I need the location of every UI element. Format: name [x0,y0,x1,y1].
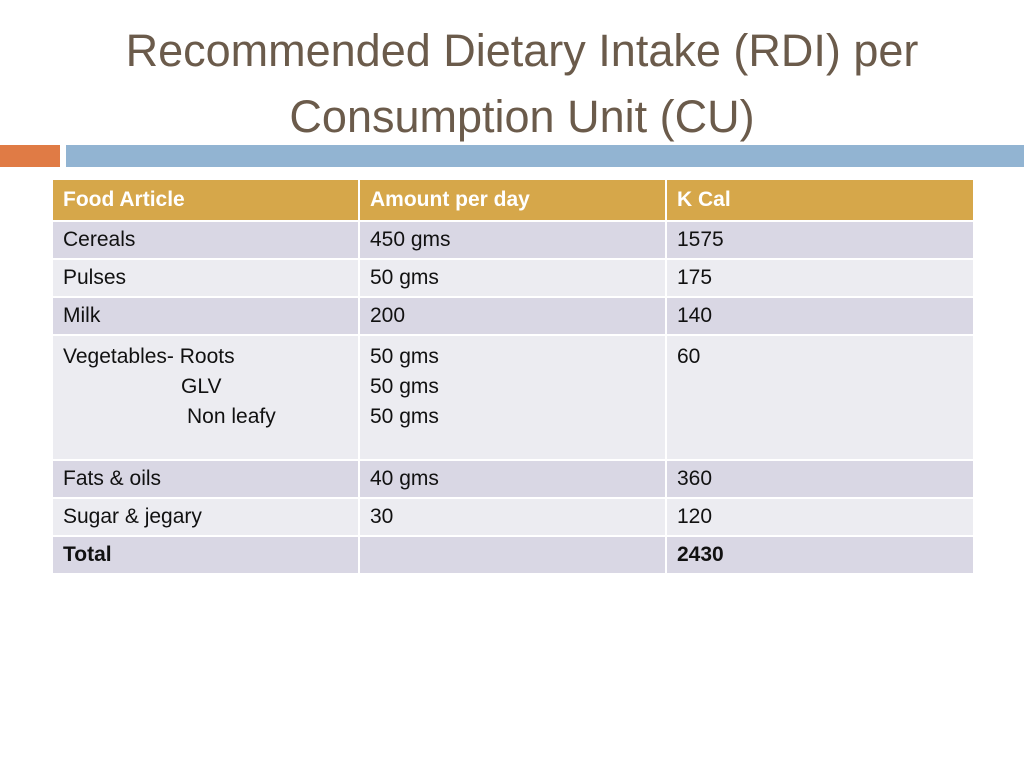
table-row: Milk 200 140 [51,296,975,336]
accent-bar-blue [66,145,1024,167]
food-cell: Sugar & jegary [51,497,360,537]
food-cell: Pulses [51,258,360,298]
slide-title-line-1: Recommended Dietary Intake (RDI) per [125,25,919,76]
slide-title-line-2: Consumption Unit (CU) [289,91,755,142]
kcal-cell: 120 [665,497,975,537]
food-line: GLV [181,375,222,398]
table-total-row: Total 2430 [51,535,975,575]
amount-line: 50 gms [370,375,439,398]
accent-bar-orange [0,145,60,167]
table-row: Sugar & jegary 30 120 [51,497,975,537]
food-line: Non leafy [187,405,276,428]
table-row: Vegetables- Roots GLV Non leafy 50 gms 5… [51,334,975,461]
table-row: Pulses 50 gms 175 [51,258,975,298]
header-food-article: Food Article [51,178,360,222]
kcal-cell: 360 [665,459,975,499]
amount-cell: 50 gms 50 gms 50 gms [358,334,667,461]
food-cell: Fats & oils [51,459,360,499]
header-amount-per-day: Amount per day [358,178,667,222]
rdi-table: Food Article Amount per day K Cal Cereal… [51,178,975,575]
header-kcal: K Cal [665,178,975,222]
food-cell: Cereals [51,220,360,260]
food-cell: Vegetables- Roots GLV Non leafy [51,334,360,461]
amount-line: 50 gms [370,405,439,428]
kcal-cell: 60 [665,334,975,461]
food-line: Vegetables- Roots [63,345,235,368]
amount-cell: 30 [358,497,667,537]
kcal-cell: 175 [665,258,975,298]
food-cell: Milk [51,296,360,336]
amount-cell: 200 [358,296,667,336]
table-row: Fats & oils 40 gms 360 [51,459,975,499]
amount-cell: 450 gms [358,220,667,260]
slide-title: Recommended Dietary Intake (RDI) per Con… [40,18,1004,150]
kcal-cell: 140 [665,296,975,336]
amount-cell: 50 gms [358,258,667,298]
total-kcal: 2430 [665,535,975,575]
kcal-cell: 1575 [665,220,975,260]
amount-cell: 40 gms [358,459,667,499]
total-label: Total [51,535,360,575]
total-amount-cell [358,535,667,575]
table-row: Cereals 450 gms 1575 [51,220,975,260]
table-header-row: Food Article Amount per day K Cal [51,178,975,222]
amount-line: 50 gms [370,345,439,368]
